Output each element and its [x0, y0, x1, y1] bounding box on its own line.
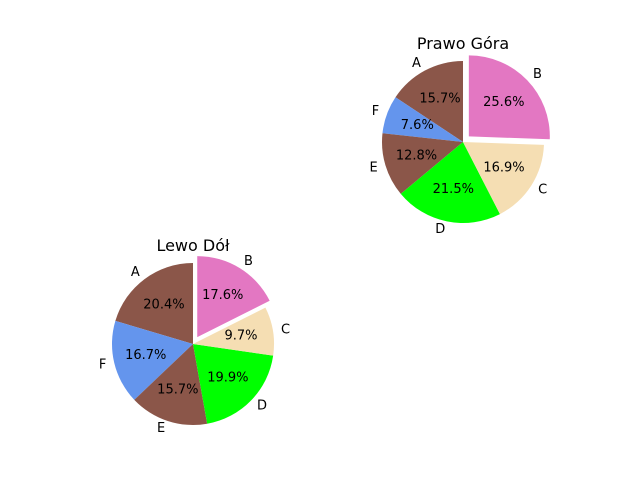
slice-label-d: D [435, 222, 445, 237]
pie-slice-f [382, 97, 463, 142]
pie-chart-lewo-dol: A 20.4% F 16.7% E 15.7% D 19.9% C 9.7% B 17.6% Lewo … [99, 236, 290, 436]
pie-slice-f [112, 320, 193, 400]
slice-label-d: D [257, 399, 267, 414]
chart-title: Prawo Góra [417, 34, 509, 53]
slice-value-label-e: 12.8% [396, 149, 437, 164]
pie-slice-c [463, 142, 544, 215]
slice-value-label-b: 25.6% [483, 95, 524, 110]
pie-slice-a [395, 61, 463, 142]
slice-label-e: E [369, 160, 377, 175]
slice-label-b: B [244, 254, 253, 269]
pie-slice-c [193, 307, 274, 356]
slice-value-label-a: 15.7% [419, 92, 460, 107]
slice-label-f: F [372, 104, 379, 119]
pie-slice-a [115, 263, 193, 344]
slice-label-a: A [131, 265, 140, 280]
pie-slice-b [468, 55, 550, 140]
chart-title: Lewo Dół [156, 236, 230, 255]
slice-value-label-c: 9.7% [224, 329, 257, 344]
slice-label-e: E [157, 421, 165, 436]
slice-label-c: C [281, 322, 290, 337]
pie-slice-d [193, 344, 274, 424]
pie-slice-e [134, 344, 208, 425]
slice-value-label-d: 19.9% [207, 370, 248, 385]
slice-value-label-a: 20.4% [143, 298, 184, 313]
pie-slice-e [382, 133, 463, 194]
slice-label-f: F [99, 357, 106, 372]
pie-chart-prawo-gora: A 15.7% F 7.6% E 12.8% D 21.5% C 16.9% B 25.6% Prawo… [369, 34, 550, 237]
pie-slice-b [197, 256, 270, 338]
pie-slice-d [400, 142, 500, 223]
slice-value-label-f: 7.6% [401, 118, 434, 133]
slice-value-label-b: 17.6% [202, 288, 243, 303]
slice-value-label-e: 15.7% [157, 383, 198, 398]
slice-label-c: C [538, 182, 547, 197]
slice-label-a: A [412, 56, 421, 71]
slice-value-label-c: 16.9% [483, 161, 524, 176]
slice-label-b: B [533, 67, 542, 82]
slice-value-label-f: 16.7% [125, 348, 166, 363]
slice-value-label-d: 21.5% [433, 182, 474, 197]
